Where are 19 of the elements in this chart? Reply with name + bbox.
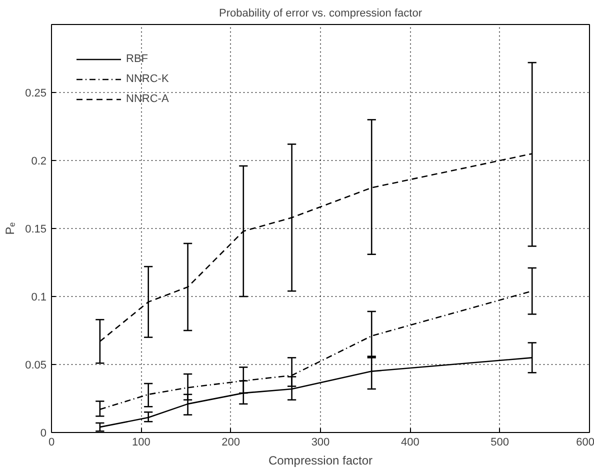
x-tick-label: 600 <box>576 436 594 448</box>
legend-label: NNRC-K <box>126 73 169 85</box>
x-tick-label: 300 <box>311 436 330 448</box>
x-tick-label: 100 <box>132 436 150 448</box>
y-tick-label: 0.1 <box>31 292 47 304</box>
x-tick-label: 500 <box>490 436 510 448</box>
y-tick-label: 0.05 <box>25 360 47 372</box>
x-axis-title: Compression factor <box>268 454 373 468</box>
legend-label: RBF <box>126 53 148 65</box>
y-tick-label: 0.2 <box>31 156 47 168</box>
y-axis-title: Pₑ <box>3 222 18 235</box>
x-tick-label: 400 <box>400 436 420 448</box>
y-tick-label: 0 <box>40 428 47 440</box>
legend-label: NNRC-A <box>126 93 169 105</box>
x-tick-label: 0 <box>48 436 55 448</box>
y-tick-label: 0.15 <box>25 224 47 236</box>
x-tick-label: 200 <box>222 436 240 448</box>
chart-title: Probability of error vs. compression factor <box>219 8 422 20</box>
y-tick-label: 0.25 <box>25 88 47 100</box>
